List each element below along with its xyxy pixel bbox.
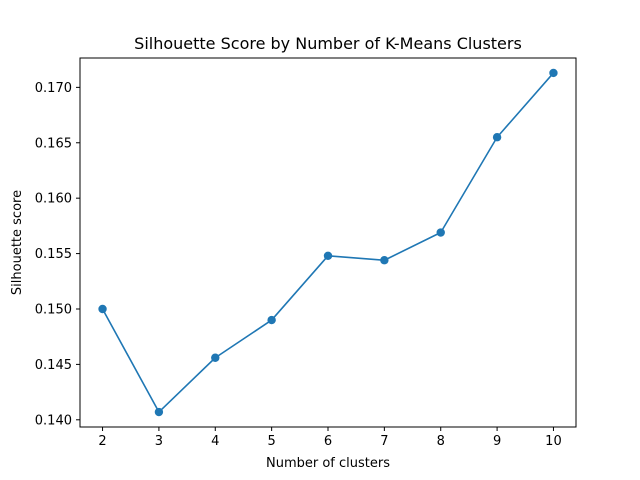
x-tick-label: 10	[545, 434, 562, 449]
y-tick-label: 0.155	[35, 247, 72, 262]
plot-area	[98, 68, 558, 417]
x-tick-label: 6	[324, 434, 332, 449]
y-tick-label: 0.140	[35, 413, 72, 428]
x-tick-label: 4	[211, 434, 219, 449]
data-point	[436, 228, 445, 237]
x-axis: 2 3 4 5 6 7 8 9 10	[98, 427, 562, 449]
x-tick-label: 8	[437, 434, 445, 449]
y-tick-label: 0.160	[35, 192, 72, 207]
chart-title: Silhouette Score by Number of K-Means Cl…	[134, 34, 522, 53]
data-point	[267, 315, 276, 325]
x-axis-label: Number of clusters	[266, 456, 390, 471]
data-point	[323, 251, 333, 260]
x-tick-label: 2	[98, 434, 106, 449]
y-axis: 0.140 0.145 0.150 0.155 0.160 0.165 0.170	[35, 81, 80, 428]
x-tick-label: 3	[155, 434, 163, 449]
data-point	[549, 68, 558, 78]
y-tick-label: 0.165	[35, 136, 72, 151]
y-tick-label: 0.145	[35, 358, 72, 373]
x-tick-label: 9	[493, 434, 501, 449]
y-tick-label: 0.150	[35, 302, 72, 317]
series-line	[101, 72, 555, 413]
data-point	[492, 133, 502, 142]
data-point	[380, 256, 389, 265]
data-point	[154, 407, 164, 417]
y-axis-label: Silhouette score	[10, 190, 25, 295]
data-point	[211, 353, 220, 362]
axes-frame	[79, 57, 577, 428]
data-point	[98, 304, 107, 314]
x-tick-label: 5	[267, 434, 275, 449]
x-tick-label: 7	[380, 434, 388, 449]
y-tick-label: 0.170	[35, 81, 72, 96]
